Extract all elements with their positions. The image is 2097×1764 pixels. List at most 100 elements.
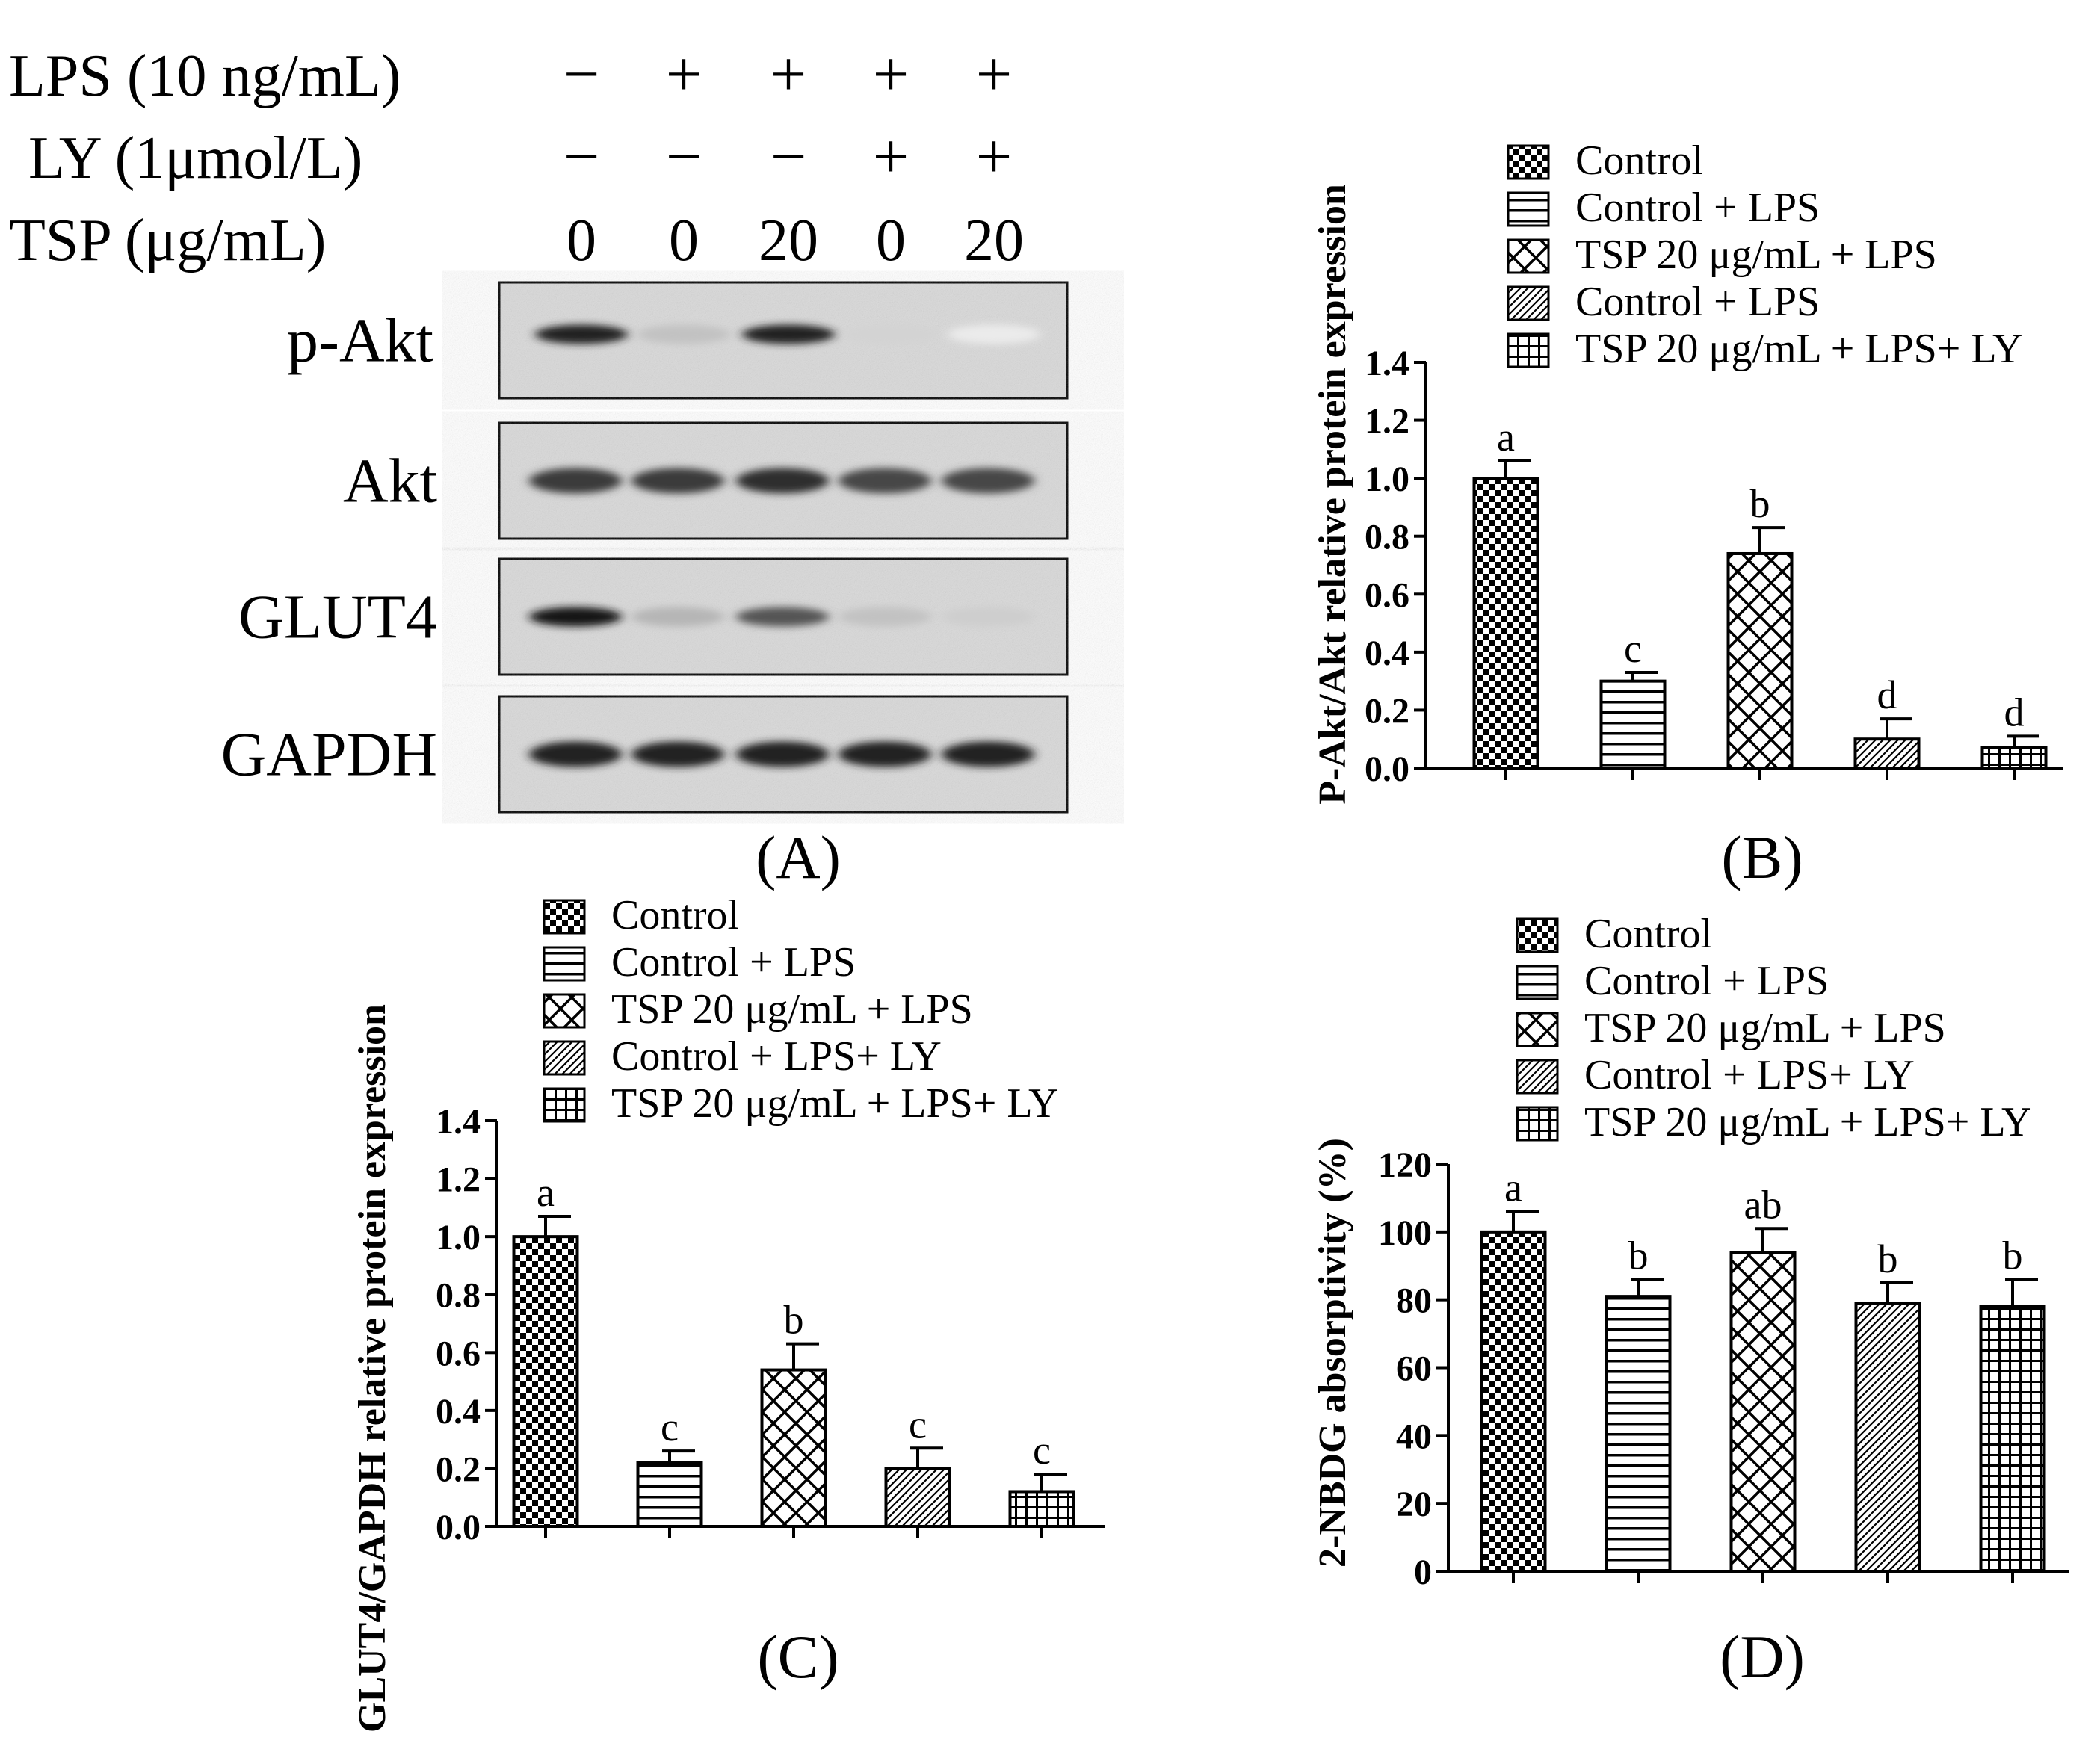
blot-band bbox=[535, 324, 628, 344]
blot-band bbox=[942, 468, 1034, 494]
y-tick-label: 0.6 bbox=[436, 1334, 481, 1373]
condition-label-lps: LPS (10 ng/mL) bbox=[9, 43, 401, 109]
condition-value: 0 bbox=[566, 208, 596, 273]
significance-letter: b bbox=[1878, 1237, 1898, 1281]
condition-value: 0 bbox=[876, 208, 906, 273]
condition-value: 20 bbox=[964, 208, 1024, 273]
significance-letter: c bbox=[1624, 626, 1642, 671]
condition-value: + bbox=[976, 38, 1013, 110]
significance-letter: c bbox=[909, 1402, 927, 1446]
y-tick-label: 20 bbox=[1396, 1485, 1432, 1524]
bar bbox=[1853, 737, 1921, 770]
y-axis-label: GLUT4/GAPDH relative protein expression bbox=[351, 1004, 394, 1733]
bar bbox=[1480, 1230, 1547, 1573]
legend-label: TSP 20 μg/mL + LPS+ LY bbox=[611, 1080, 1058, 1127]
legend-swatch bbox=[543, 1087, 586, 1123]
legend-swatch bbox=[1507, 238, 1550, 274]
significance-letter: a bbox=[1504, 1166, 1522, 1210]
significance-letter: a bbox=[1497, 415, 1515, 459]
significance-letter: b bbox=[784, 1298, 804, 1343]
y-tick-label: 120 bbox=[1378, 1145, 1432, 1185]
y-tick-label: 60 bbox=[1396, 1349, 1432, 1389]
blot-band bbox=[839, 607, 931, 627]
significance-letter: a bbox=[537, 1170, 555, 1215]
legend-swatch bbox=[1507, 332, 1550, 368]
y-tick-label: 0.0 bbox=[1365, 749, 1409, 789]
condition-value: + bbox=[666, 38, 702, 110]
significance-letter: d bbox=[1877, 672, 1897, 717]
legend-label: TSP 20 μg/mL + LPS bbox=[1584, 1005, 1946, 1051]
significance-letter: b bbox=[1628, 1233, 1649, 1278]
y-tick-label: 0.8 bbox=[1365, 518, 1409, 557]
bar bbox=[1980, 746, 2048, 770]
y-tick-label: 0.2 bbox=[436, 1449, 481, 1489]
blot-row: Akt bbox=[343, 421, 1069, 540]
bar bbox=[636, 1461, 703, 1528]
blot-row: GLUT4 bbox=[238, 557, 1069, 676]
panel-label: (D) bbox=[1720, 1623, 1805, 1691]
blot-band bbox=[736, 741, 829, 767]
condition-label-tsp: TSP (μg/mL) bbox=[9, 208, 326, 273]
bar bbox=[1605, 1295, 1672, 1573]
blot-band bbox=[736, 607, 829, 627]
y-tick-label: 0 bbox=[1414, 1553, 1432, 1592]
legend-swatch bbox=[1507, 285, 1550, 321]
blot-row: p-Akt bbox=[287, 281, 1069, 400]
y-axis-label: 2-NBDG absorptivity (%) bbox=[1312, 1138, 1354, 1568]
blot-row: GAPDH bbox=[221, 695, 1069, 814]
blot-band bbox=[742, 324, 835, 344]
condition-value: − bbox=[563, 120, 600, 192]
bar bbox=[1599, 679, 1667, 770]
significance-letter: c bbox=[1033, 1428, 1051, 1473]
y-tick-label: 80 bbox=[1396, 1281, 1432, 1321]
western-blot-panel: LPS (10 ng/mL) LY (1μmol/L) TSP (μg/mL) … bbox=[9, 38, 1069, 891]
blot-band bbox=[529, 607, 622, 627]
blot-band bbox=[631, 607, 724, 627]
y-tick-label: 1.0 bbox=[436, 1218, 481, 1257]
panel-label-a: (A) bbox=[756, 823, 841, 891]
blot-band bbox=[736, 468, 829, 494]
blot-band bbox=[844, 324, 937, 344]
significance-letter: ab bbox=[1744, 1182, 1782, 1227]
legend-swatch bbox=[1516, 1106, 1559, 1142]
y-tick-label: 1.2 bbox=[436, 1160, 481, 1200]
legend-label: Control bbox=[611, 892, 739, 938]
y-tick-label: 1.0 bbox=[1365, 459, 1409, 499]
blot-band bbox=[839, 468, 931, 494]
legend-swatch bbox=[1507, 191, 1550, 227]
legend-label: TSP 20 μg/mL + LPS bbox=[611, 986, 973, 1033]
blot-band bbox=[942, 607, 1034, 627]
blot-label: GLUT4 bbox=[238, 583, 437, 652]
blot-rows: p-Akt Akt GLUT4 GAPDH bbox=[221, 281, 1069, 814]
blot-band bbox=[529, 468, 622, 494]
bar bbox=[1854, 1302, 1921, 1573]
blot-band bbox=[631, 468, 724, 494]
legend-label: Control bbox=[1584, 911, 1712, 957]
blot-band bbox=[839, 741, 931, 767]
condition-value: 0 bbox=[669, 208, 699, 273]
y-tick-label: 0.8 bbox=[436, 1276, 481, 1316]
legend-swatch bbox=[543, 993, 586, 1029]
blot-band bbox=[529, 741, 622, 767]
legend-label: Control + LPS+ LY bbox=[611, 1033, 942, 1080]
y-tick-label: 40 bbox=[1396, 1417, 1432, 1456]
condition-value: − bbox=[770, 120, 807, 192]
y-tick-label: 0.2 bbox=[1365, 691, 1409, 731]
blot-label: GAPDH bbox=[221, 720, 437, 790]
condition-value: − bbox=[666, 120, 702, 192]
legend-label: Control + LPS bbox=[1584, 958, 1829, 1004]
legend-label: Control + LPS bbox=[1575, 185, 1820, 231]
significance-letter: c bbox=[661, 1405, 679, 1449]
y-tick-label: 0.4 bbox=[436, 1392, 481, 1432]
y-axis-label: P-Akt/Akt relative protein expression bbox=[1312, 184, 1354, 805]
y-tick-label: 1.4 bbox=[436, 1102, 481, 1142]
legend-swatch bbox=[543, 946, 586, 982]
y-tick-label: 1.2 bbox=[1365, 402, 1409, 442]
bar bbox=[512, 1235, 579, 1528]
legend-swatch bbox=[1507, 144, 1550, 180]
blot-band bbox=[637, 324, 730, 344]
condition-value: + bbox=[770, 38, 807, 110]
legend-swatch bbox=[543, 899, 586, 935]
